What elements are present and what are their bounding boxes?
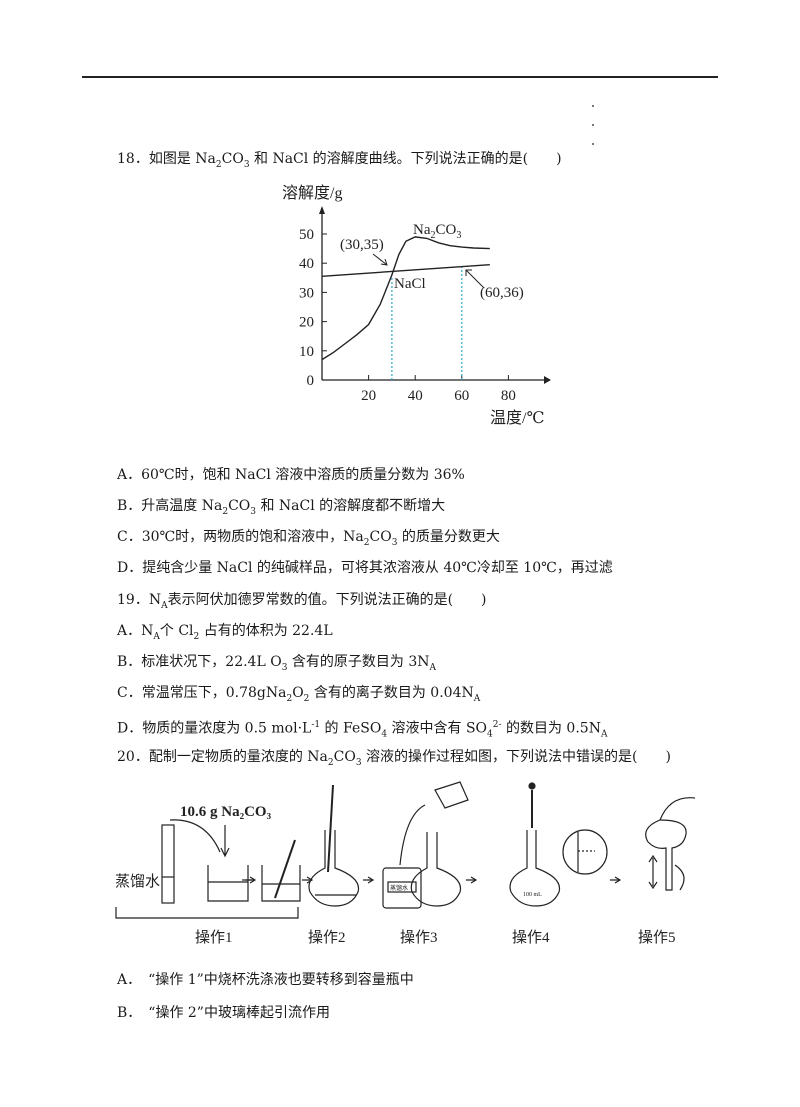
volumetric-flask-2 <box>308 830 360 907</box>
speck <box>592 105 594 107</box>
step-label-2: 操作2 <box>308 929 346 946</box>
y-axis-arrow <box>319 206 325 214</box>
beaker-2-stirring <box>261 865 301 902</box>
question-18-stem: 18．如图是 Na2CO3 和 NaCl 的溶解度曲线。下列说法正确的是( ) <box>117 151 562 170</box>
question-19-stem: 19．NA表示阿伏加德罗常数的值。下列说法正确的是( ) <box>117 592 487 611</box>
x-tick-label: 40 <box>408 388 423 404</box>
down-arrow <box>220 825 230 858</box>
q20-option-a: A． “操作 1”中烧杯洗涤液也要转移到容量瓶中 <box>117 972 414 988</box>
series-label-na2co3: Na2​CO3​ <box>413 222 461 241</box>
shake-arrow <box>648 854 658 890</box>
procedure-figure: 10.6 g Na₂CO₃ 蒸馏水 蒸馏水 100 mL 操作1 操作2 操作3… <box>115 781 696 946</box>
annotation-arrow-1 <box>372 253 388 266</box>
graduated-cylinder <box>161 824 175 904</box>
q18-option-d: D．提纯含少量 NaCl 的纯碱样品，可将其浓溶液从 40℃冷却至 10℃，再过… <box>117 560 613 576</box>
bottle-label: 蒸馏水 <box>390 884 408 892</box>
series-line-na2co3 <box>321 236 490 361</box>
q18-option-a: A．60℃时，饱和 NaCl 溶液中溶质的质量分数为 36% <box>117 467 465 483</box>
speck <box>592 124 594 126</box>
volumetric-flask-4 <box>509 830 561 907</box>
mass-label: 10.6 g Na₂CO₃ <box>180 804 272 820</box>
step-label-3: 操作3 <box>400 929 438 946</box>
speck <box>592 143 594 145</box>
header-rule <box>82 76 718 78</box>
annotation-arrow-2 <box>465 269 485 289</box>
inverting-flask <box>645 819 687 891</box>
y-tick-label: 50 <box>299 227 314 243</box>
flask-label: 100 mL <box>523 892 542 898</box>
y-axis-label: 溶解度/g <box>282 184 342 202</box>
x-tick-label: 80 <box>501 388 516 404</box>
q18-option-c: C．30℃时，两物质的饱和溶液中，Na2CO3 的质量分数更大 <box>117 529 500 548</box>
bracket <box>115 907 299 919</box>
series-label-nacl: NaCl <box>394 276 426 292</box>
step-label-5: 操作5 <box>638 929 676 946</box>
pouring-beaker <box>434 781 469 809</box>
q19-option-c: C．常温常压下，0.78gNa2O2 含有的离子数目为 0.04NA <box>117 685 481 704</box>
q20-option-b: B． “操作 2”中玻璃棒起引流作用 <box>117 1005 330 1021</box>
y-tick-label: 10 <box>299 344 314 360</box>
step-label-1: 操作1 <box>195 929 233 946</box>
y-tick-label: 0 <box>307 373 315 389</box>
q18-option-b: B．升高温度 Na2CO3 和 NaCl 的溶解度都不断增大 <box>117 498 446 517</box>
water-bottle <box>382 867 422 909</box>
volumetric-flask-3 <box>410 832 462 907</box>
q19-option-a: A．NA个 Cl2 占有的体积为 22.4L <box>117 623 333 642</box>
water-label: 蒸馏水 <box>115 873 160 890</box>
y-tick-label: 30 <box>299 285 314 301</box>
y-tick-label: 20 <box>299 315 314 331</box>
meniscus-view <box>562 829 608 875</box>
annotation-60-36: (60,36) <box>480 285 524 301</box>
x-tick-label: 20 <box>361 388 376 404</box>
step-label-4: 操作4 <box>512 929 550 946</box>
hand <box>659 797 696 891</box>
annotation-30-35: (30,35) <box>340 237 384 253</box>
x-tick-label: 60 <box>454 388 469 404</box>
solubility-chart: 0 10 20 30 40 50 20 40 60 80 溶解度/g 温度/℃ Na2​CO3​ NaCl… <box>282 184 551 427</box>
series-line-nacl <box>321 264 490 277</box>
beaker-1 <box>207 865 249 902</box>
x-axis-label: 温度/℃ <box>490 409 544 427</box>
y-tick-label: 40 <box>299 256 314 272</box>
x-axis-arrow <box>544 376 551 384</box>
question-20-stem: 20．配制一定物质的量浓度的 Na2CO3 溶液的操作过程如图，下列说法中错误的… <box>117 749 671 768</box>
pour-arrow <box>169 819 221 853</box>
q19-option-b: B．标准状况下，22.4L O3 含有的原子数目为 3NA <box>117 654 436 673</box>
q19-option-d: D．物质的量浓度为 0.5 mol·L-1 的 FeSO4 溶液中含有 SO42… <box>117 720 608 740</box>
